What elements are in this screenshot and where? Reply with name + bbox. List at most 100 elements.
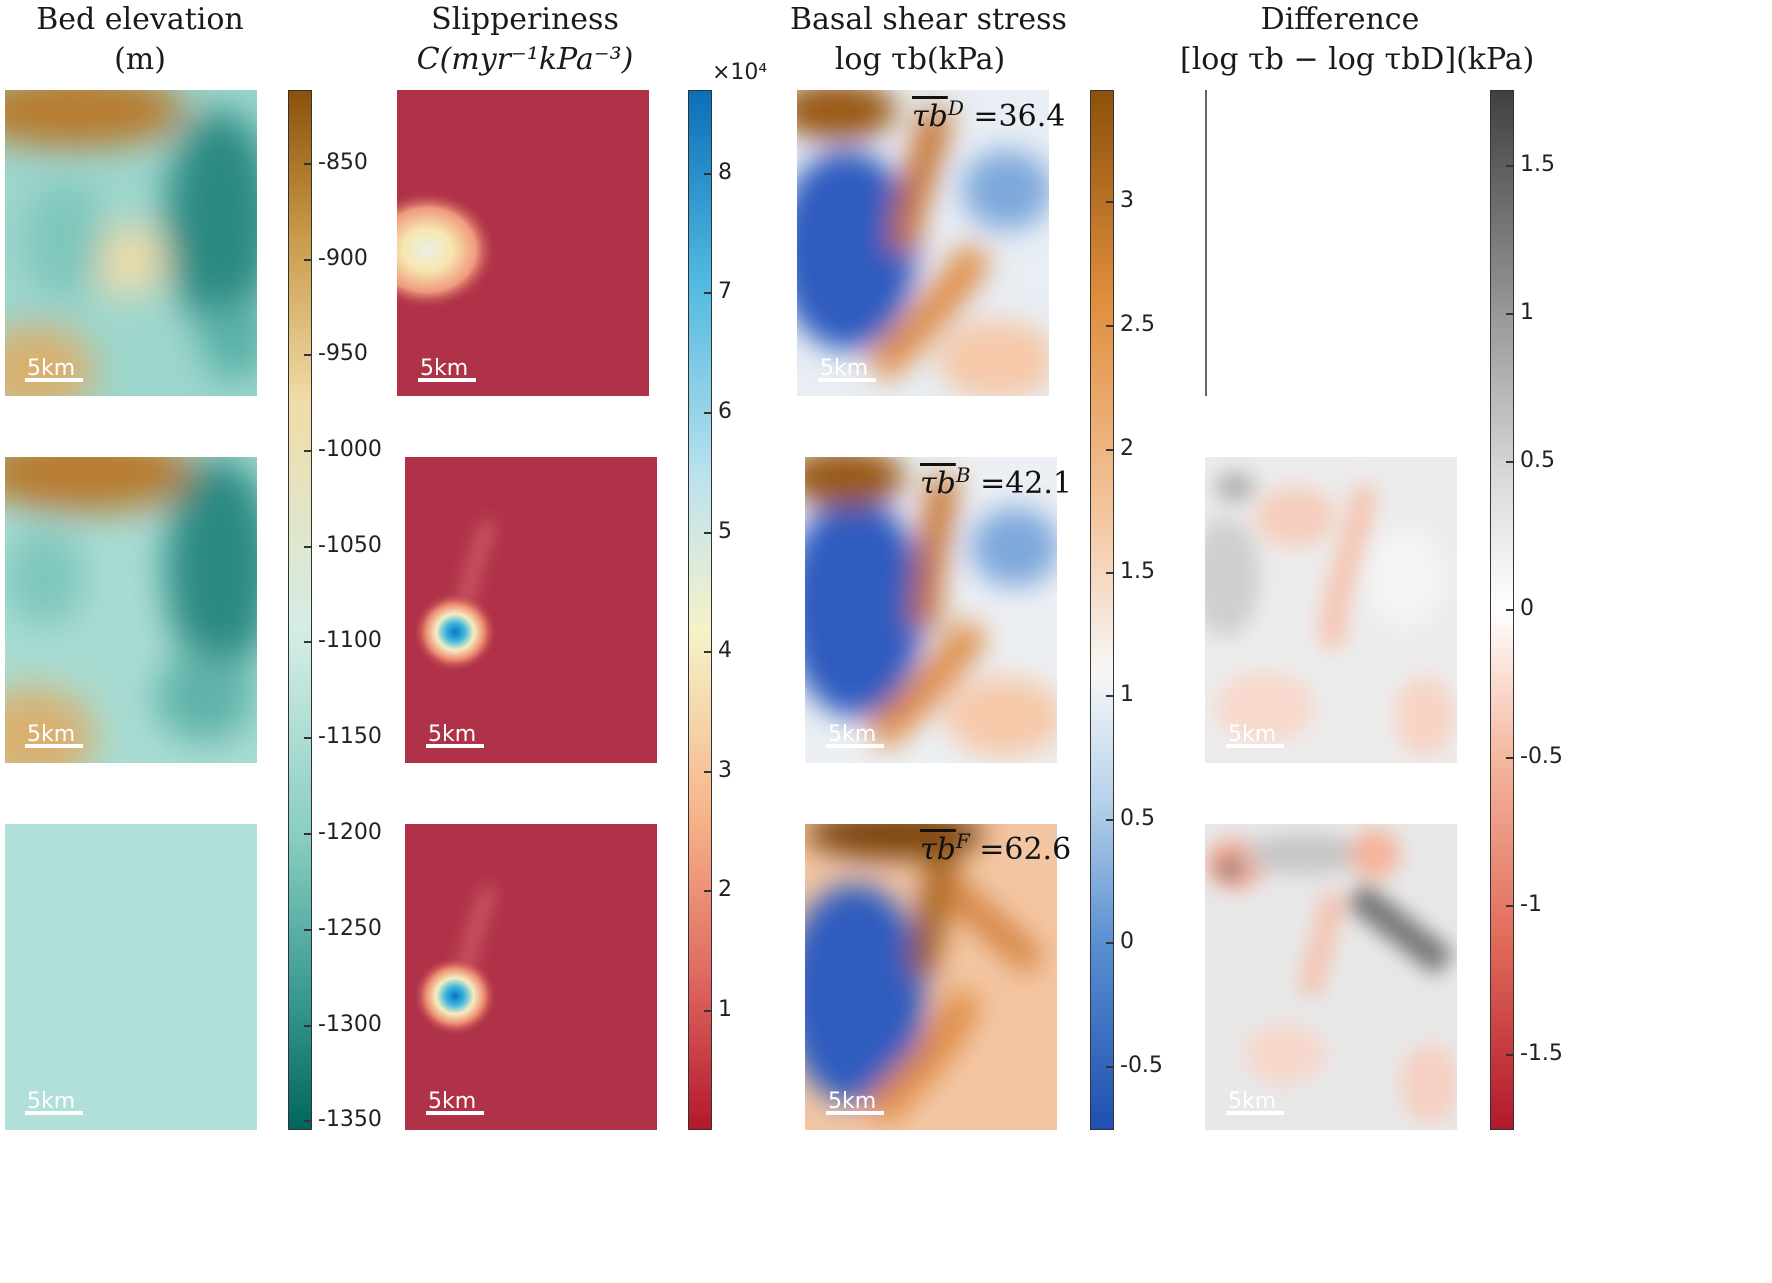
scale-bar-label: 5km [27,356,76,381]
title-line1: Basal shear stress [790,2,1067,37]
diff-tick-mark [1506,905,1514,907]
bed-tick-mark [304,163,312,165]
tau-tick-label: 0 [1120,929,1134,954]
slip-tick-label: 7 [718,279,732,304]
scale-bar-line [1226,744,1284,748]
slip-tick-label: 3 [718,758,732,783]
tau-mean-annotation-2: τbB =42.1 [920,463,1072,501]
title-line1: Bed elevation [36,2,244,37]
difference-panel-1 [1205,90,1457,396]
scale-bar-label: 5km [828,722,877,747]
tau-mean-annotation-3: τbF =62.6 [920,829,1071,867]
slip-tick-mark [704,651,712,653]
tau-symbol: τb [912,99,948,134]
scale-bar-label: 5km [820,356,869,381]
slip-tick-mark [704,173,712,175]
basal-shear-panel-2 [805,457,1057,763]
tau-tick-label: -0.5 [1120,1053,1163,1078]
difference-panel-3 [1205,824,1457,1130]
slip-tick-label: 4 [718,638,732,663]
tau-tick-mark [1106,819,1114,821]
tau-value: =36.4 [973,99,1066,134]
basal-shear-panel-1 [797,90,1049,396]
tau-tick-label: 1.5 [1120,559,1155,584]
bed-tick-label: -1200 [318,820,382,845]
title-line2: C(myr⁻¹kPa⁻³) [416,42,634,77]
tau-tick-mark [1106,1066,1114,1068]
scale-bar-line [1226,1111,1284,1115]
scale-bar-line [426,1111,484,1115]
diff-tick-mark [1506,1054,1514,1056]
bed-tick-mark [304,1025,312,1027]
bed-elevation-panel-3 [5,824,257,1130]
bed-tick-label: -850 [318,150,368,175]
tau-superscript: F [955,829,970,853]
scale-bar-label: 5km [1228,1089,1277,1114]
bed-tick-mark [304,450,312,452]
tau-tick-mark [1106,325,1114,327]
tau-superscript: B [955,463,971,487]
bed-tick-label: -900 [318,246,368,271]
scale-bar-line [25,744,83,748]
tau-tick-label: 3 [1120,188,1134,213]
slipperiness-panel-2 [405,457,657,763]
scale-bar-line [418,378,476,382]
slip-tick-mark [704,771,712,773]
bed-tick-label: -1350 [318,1107,382,1132]
slip-tick-label: 1 [718,997,732,1022]
title-line2: [log τb − log τbD](kPa) [1180,42,1535,77]
title-basal-shear-stress: Basal shear stress log τb(kPa) [790,0,1067,80]
bed-tick-mark [304,354,312,356]
tau-tick-label: 2 [1120,436,1134,461]
title-line2: log τb(kPa) [834,42,1006,77]
scale-bar-line [826,744,884,748]
tau-tick-mark [1106,572,1114,574]
diff-tick-mark [1506,461,1514,463]
bed-tick-label: -950 [318,341,368,366]
tau-tick-mark [1106,449,1114,451]
bed-tick-label: -1100 [318,628,382,653]
bed-tick-label: -1150 [318,724,382,749]
title-line2: (m) [114,42,166,77]
slip-tick-mark [704,412,712,414]
slipperiness-panel-1 [397,90,649,396]
tau-value: =42.1 [980,466,1072,501]
bed-tick-mark [304,737,312,739]
tau-mean-annotation-1: τbD =36.4 [912,96,1065,134]
tau-value: =62.6 [979,832,1072,867]
slip-tick-label: 5 [718,519,732,544]
scale-bar-line [25,378,83,382]
diff-tick-label: 1.5 [1520,152,1555,177]
bed-tick-mark [304,546,312,548]
diff-tick-label: 0.5 [1520,448,1555,473]
slip-tick-label: 2 [718,877,732,902]
scale-bar-label: 5km [27,1089,76,1114]
tau-symbol: τb [920,466,956,501]
bed-tick-mark [304,833,312,835]
bed-tick-label: -1300 [318,1012,382,1037]
title-bed-elevation: Bed elevation (m) [20,0,260,80]
diff-tick-label: 0 [1520,596,1534,621]
tau-superscript: D [947,96,964,120]
diff-tick-mark [1506,313,1514,315]
tau-tick-label: 1 [1120,682,1134,707]
scale-bar-label: 5km [1228,722,1277,747]
title-line1: Difference [1260,2,1420,37]
slipperiness-panel-3 [405,824,657,1130]
slipperiness-colorbar [688,90,712,1130]
diff-tick-label: -1.5 [1520,1041,1563,1066]
bed-tick-mark [304,929,312,931]
tau-symbol: τb [920,832,956,867]
diff-tick-mark [1506,609,1514,611]
slip-tick-label: 8 [718,160,732,185]
scale-bar-label: 5km [428,1089,477,1114]
scale-bar-line [25,1111,83,1115]
basal-shear-colorbar [1090,90,1114,1130]
basal-shear-panel-3 [805,824,1057,1130]
title-difference: Difference [log τb − log τbD](kPa) [1180,0,1535,80]
tau-tick-mark [1106,201,1114,203]
bed-elevation-colorbar [288,90,312,1130]
slip-tick-mark [704,890,712,892]
scale-bar-label: 5km [828,1089,877,1114]
bed-tick-mark [304,259,312,261]
